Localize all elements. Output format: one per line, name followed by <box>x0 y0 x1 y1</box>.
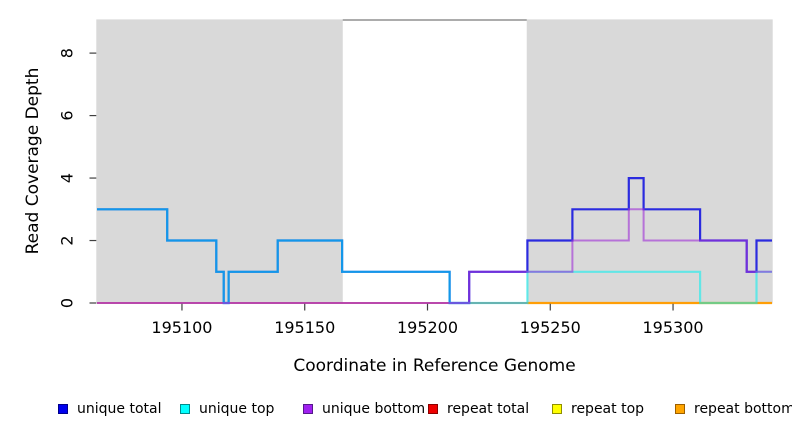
left-gray-region <box>96 19 343 304</box>
legend-label: unique total <box>77 401 162 417</box>
x-tick-label: 195300 <box>643 318 704 337</box>
x-tick-label: 195200 <box>397 318 458 337</box>
y-tick-label: 6 <box>58 110 77 120</box>
legend-item-unique-top: unique top <box>180 401 274 417</box>
legend-label: repeat total <box>447 401 530 417</box>
y-tick-label: 2 <box>58 235 77 245</box>
y-tick-label: 8 <box>58 48 77 58</box>
legend-item-unique-total: unique total <box>58 401 161 417</box>
legend-swatch-repeat-top <box>552 404 562 414</box>
y-axis-title: Read Coverage Depth <box>23 67 43 255</box>
x-tick-label: 195250 <box>520 318 581 337</box>
legend-label: repeat top <box>571 401 645 417</box>
legend-label: unique top <box>199 401 275 417</box>
series-line-unique-top <box>97 208 772 305</box>
x-tick-label: 195100 <box>151 318 212 337</box>
legend-swatch-repeat-bottom <box>675 404 685 414</box>
x-tick-label: 195150 <box>274 318 335 337</box>
series-line-unique-bottom <box>97 208 772 304</box>
legend-item-unique-bottom: unique bottom <box>303 401 425 417</box>
x-axis-title: Coordinate in Reference Genome <box>293 356 576 376</box>
legend-label: repeat bottom <box>694 401 792 417</box>
legend-item-repeat-top: repeat top <box>552 401 644 417</box>
legend-swatch-repeat-total <box>428 404 438 414</box>
legend-label: unique bottom <box>322 401 426 417</box>
legend-swatch-unique-total <box>58 404 68 414</box>
y-tick-label: 4 <box>58 173 77 183</box>
y-tick-label: 0 <box>58 298 77 308</box>
right-gray-region <box>526 19 773 304</box>
legend-swatch-unique-bottom <box>303 404 313 414</box>
legend-swatch-unique-top <box>180 404 190 414</box>
legend-item-repeat-bottom: repeat bottom <box>675 401 792 417</box>
legend-item-repeat-total: repeat total <box>428 401 529 417</box>
